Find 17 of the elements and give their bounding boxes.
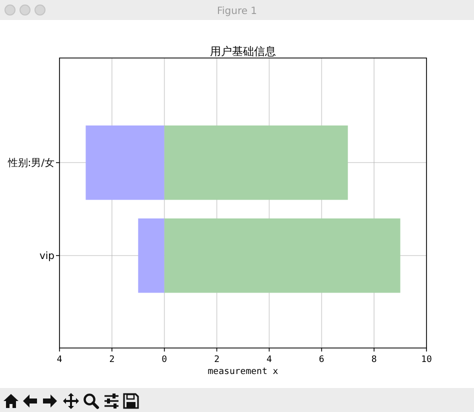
- x-tick-label: 2: [214, 355, 220, 365]
- x-tick-label: 6: [318, 355, 324, 365]
- x-tick-label: 10: [421, 355, 432, 365]
- x-tick-label: 4: [266, 355, 272, 365]
- bar: [86, 125, 164, 200]
- x-tick-label: 2: [109, 355, 115, 365]
- x-tick-label: 4: [56, 355, 62, 365]
- caption: Figure 1: [216, 6, 258, 17]
- bar: [164, 218, 400, 293]
- y-tick-label: 性别:男/女: [6, 157, 54, 170]
- bar: [164, 125, 348, 200]
- x-tick-label: 8: [371, 355, 377, 365]
- chart-title: 用户基础信息: [210, 45, 276, 58]
- x-axis-title: measurement x: [208, 367, 279, 377]
- x-tick-label: 0: [162, 355, 168, 365]
- bar: [138, 218, 164, 293]
- y-tick-label: vip: [39, 251, 54, 262]
